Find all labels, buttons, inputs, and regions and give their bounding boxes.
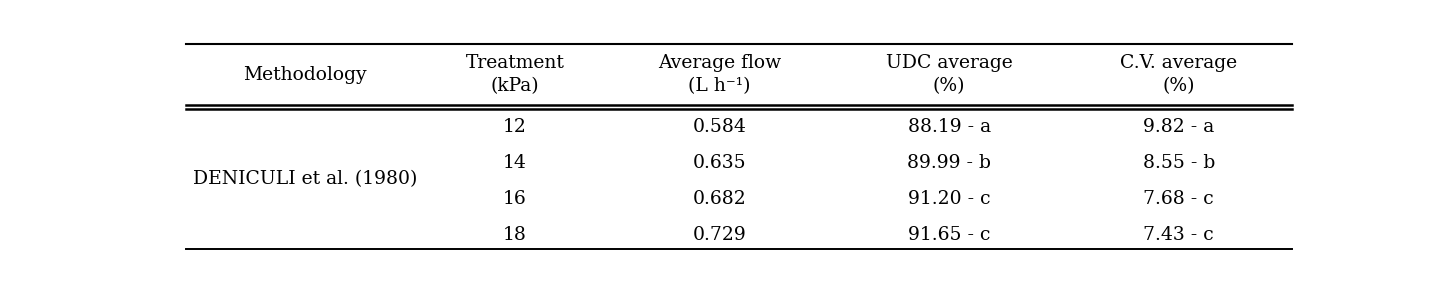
- Text: DENICULI et al. (1980): DENICULI et al. (1980): [193, 170, 417, 188]
- Text: UDC average
(%): UDC average (%): [885, 55, 1012, 95]
- Text: 89.99 - b: 89.99 - b: [907, 154, 991, 172]
- Text: 14: 14: [503, 154, 526, 172]
- Text: 0.635: 0.635: [692, 154, 747, 172]
- Text: 7.43 - c: 7.43 - c: [1144, 226, 1214, 244]
- Text: 16: 16: [503, 190, 526, 208]
- Text: 0.682: 0.682: [692, 190, 747, 208]
- Text: 91.65 - c: 91.65 - c: [908, 226, 991, 244]
- Text: 88.19 - a: 88.19 - a: [907, 118, 991, 136]
- Text: 91.20 - c: 91.20 - c: [908, 190, 991, 208]
- Text: Methodology: Methodology: [242, 66, 366, 84]
- Text: C.V. average
(%): C.V. average (%): [1120, 55, 1237, 95]
- Text: 18: 18: [503, 226, 526, 244]
- Text: Average flow
(L h⁻¹): Average flow (L h⁻¹): [658, 55, 782, 95]
- Text: 12: 12: [503, 118, 526, 136]
- Text: Treatment
(kPa): Treatment (kPa): [466, 55, 564, 95]
- Text: 0.729: 0.729: [692, 226, 747, 244]
- Text: 0.584: 0.584: [692, 118, 747, 136]
- Text: 7.68 - c: 7.68 - c: [1144, 190, 1214, 208]
- Text: 9.82 - a: 9.82 - a: [1144, 118, 1214, 136]
- Text: 8.55 - b: 8.55 - b: [1142, 154, 1216, 172]
